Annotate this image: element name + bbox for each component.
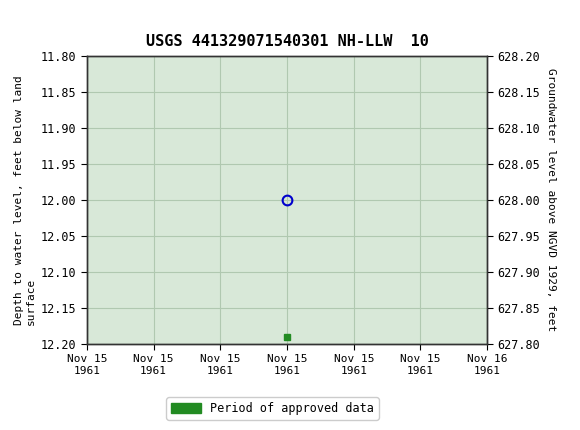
Title: USGS 441329071540301 NH-LLW  10: USGS 441329071540301 NH-LLW 10 xyxy=(146,34,429,49)
Text: ≡USGS: ≡USGS xyxy=(9,10,90,31)
Y-axis label: Depth to water level, feet below land
surface: Depth to water level, feet below land su… xyxy=(14,75,35,325)
Legend: Period of approved data: Period of approved data xyxy=(166,397,379,420)
Y-axis label: Groundwater level above NGVD 1929, feet: Groundwater level above NGVD 1929, feet xyxy=(546,68,556,332)
